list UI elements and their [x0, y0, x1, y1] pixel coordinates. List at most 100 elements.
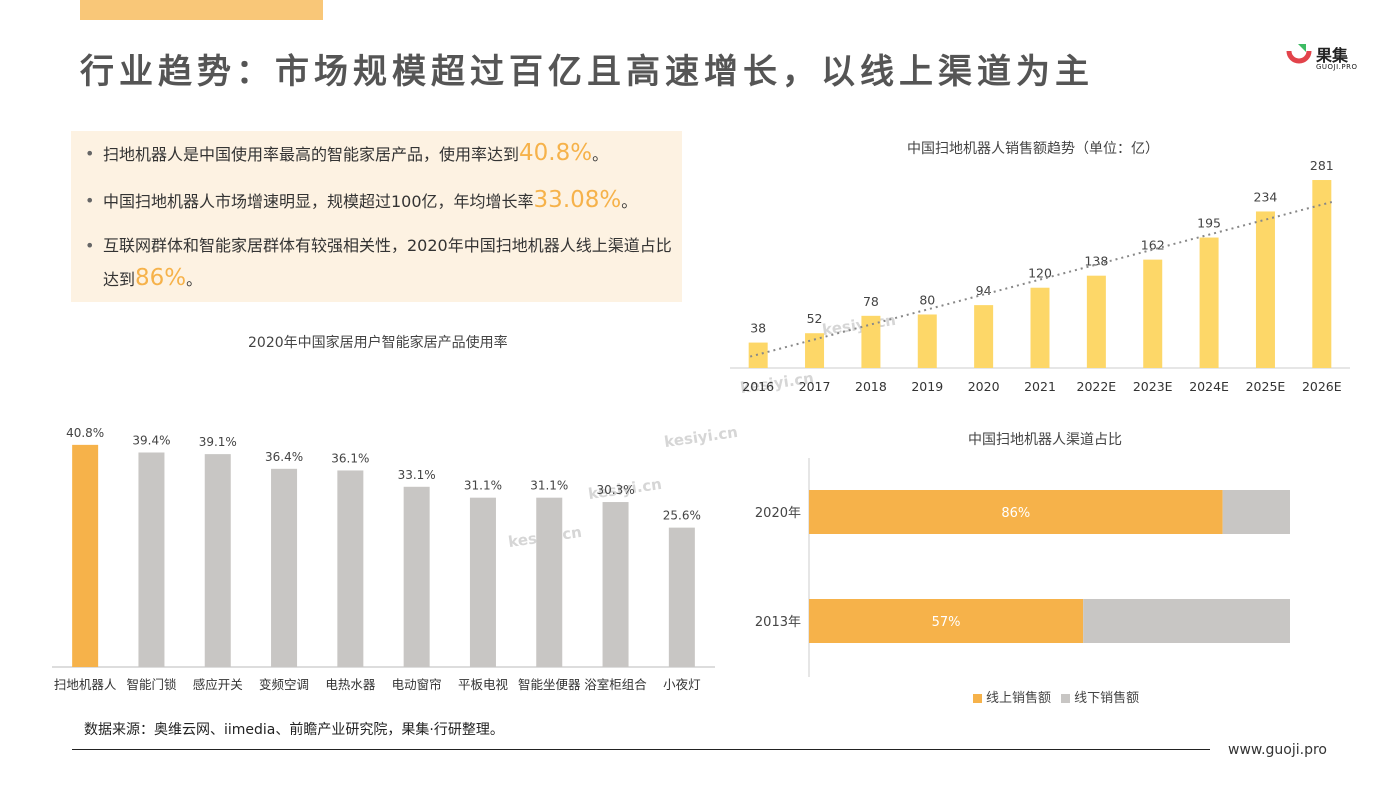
sales-year-label: 2020	[968, 379, 1000, 394]
channel-share-chart: 86% 2020年 57% 2013年	[755, 458, 1290, 677]
usage-bar-label: 40.8%	[66, 426, 104, 440]
guoji-logo-icon	[1286, 44, 1312, 64]
sales-value-label: 234	[1254, 189, 1278, 204]
channel-year-label: 2013年	[755, 615, 801, 630]
sales-value-label: 120	[1028, 266, 1052, 281]
channel-legend: 线上销售额 线下销售额	[973, 687, 1139, 706]
sales-year-label: 2025E	[1246, 379, 1286, 394]
sales-value-label: 281	[1310, 158, 1334, 173]
page-title: 行业趋势：市场规模超过百亿且高速增长，以线上渠道为主	[80, 52, 1094, 92]
offline-share-bar	[1222, 490, 1290, 534]
usage-bar	[403, 486, 430, 667]
sales-bar	[805, 333, 825, 368]
sales-value-label: 78	[863, 294, 879, 309]
usage-rate-chart: 40.8% 扫地机器人 39.4% 智能门锁 39.1% 感应开关 36.4% 变频空调 36.…	[52, 426, 715, 692]
usage-bar-label: 25.6%	[663, 509, 701, 523]
sales-year-label: 2022E	[1077, 379, 1117, 394]
online-share-bar	[809, 599, 1084, 643]
bullet-dot: •	[85, 191, 95, 210]
online-share-label: 86%	[1001, 506, 1030, 521]
sales-year-label: 2026E	[1302, 379, 1342, 394]
usage-bar-label: 39.4%	[132, 433, 170, 447]
sales-year-label: 2016	[742, 379, 774, 394]
sales-trend-chart: 38 2016 52 2017 78 2018 80 2019 94 2020 120 2021 138…	[730, 158, 1350, 394]
usage-category-label: 平板电视	[458, 677, 509, 692]
sales-value-label: 195	[1197, 216, 1221, 231]
bullet-dot: •	[85, 144, 95, 163]
sales-value-label: 162	[1141, 238, 1165, 253]
legend-swatch-online	[973, 694, 982, 703]
offline-share-bar	[1083, 599, 1290, 643]
sales-value-label: 38	[750, 321, 766, 336]
usage-bar	[536, 497, 563, 667]
data-source: 数据来源：奥维云网、iimedia、前瞻产业研究院，果集·行研整理。	[84, 722, 504, 738]
legend-label-online: 线上销售额	[986, 691, 1052, 706]
usage-bar-label: 31.1%	[530, 479, 568, 493]
sales-bar	[861, 315, 881, 368]
sales-bar	[1199, 237, 1219, 368]
legend-swatch-offline	[1061, 694, 1071, 703]
usage-bar-label: 36.4%	[265, 450, 303, 464]
sales-value-label: 138	[1084, 254, 1108, 269]
sales-year-label: 2023E	[1133, 379, 1173, 394]
finding-text: 中国扫地机器人市场增速明显，规模超过100亿，年均增长率	[103, 192, 534, 211]
usage-bar-label: 33.1%	[398, 468, 436, 482]
sales-value-label: 52	[807, 311, 823, 326]
channel-chart-title: 中国扫地机器人渠道占比	[968, 432, 1122, 448]
usage-bar-label: 31.1%	[464, 479, 502, 493]
usage-bar	[337, 470, 364, 667]
sales-year-label: 2024E	[1189, 379, 1229, 394]
usage-category-label: 智能坐便器	[518, 677, 581, 692]
usage-category-label: 浴室柜组合	[584, 677, 647, 692]
website-link[interactable]: www.guoji.pro	[1228, 742, 1327, 758]
sales-year-label: 2019	[911, 379, 943, 394]
usage-category-label: 智能门锁	[126, 677, 177, 692]
sales-bar	[1255, 211, 1275, 368]
bullet-dot: •	[85, 236, 95, 255]
online-share-bar	[809, 490, 1223, 534]
finding-text: 扫地机器人是中国使用率最高的智能家居产品，使用率达到	[103, 145, 520, 164]
logo-subtitle: GUOJI.PRO	[1316, 63, 1358, 71]
sales-value-label: 94	[976, 283, 992, 298]
sales-bar	[1312, 180, 1332, 368]
key-findings-box: • 扫地机器人是中国使用率最高的智能家居产品，使用率达到40.8%。 • 中国扫…	[71, 131, 682, 302]
sales-bar	[1086, 275, 1106, 368]
usage-bar-label: 36.1%	[331, 451, 369, 465]
usage-bar	[138, 452, 165, 667]
guoji-logo: 果集 GUOJI.PRO	[1286, 42, 1366, 74]
sales-bar	[1030, 287, 1050, 368]
sales-year-label: 2018	[855, 379, 887, 394]
usage-bar	[271, 468, 298, 667]
usage-bar	[668, 527, 695, 667]
finding-suffix: 。	[186, 270, 203, 289]
sales-value-label: 80	[919, 292, 935, 307]
usage-chart-title: 2020年中国家居用户智能家居产品使用率	[248, 335, 508, 351]
top-accent-bar	[80, 0, 323, 20]
sales-year-label: 2021	[1024, 379, 1056, 394]
usage-bar-label: 39.1%	[199, 435, 237, 449]
logo-name: 果集	[1316, 46, 1349, 65]
finding-highlight: 86%	[135, 265, 187, 291]
usage-category-label: 小夜灯	[663, 677, 701, 692]
sales-year-label: 2017	[799, 379, 831, 394]
finding-suffix: 。	[592, 145, 609, 164]
sales-bar	[917, 314, 937, 368]
finding-suffix: 。	[621, 192, 638, 211]
usage-category-label: 电热水器	[325, 677, 376, 692]
legend-label-offline: 线下销售额	[1074, 691, 1140, 706]
finding-highlight: 33.08%	[533, 187, 622, 213]
channel-year-label: 2020年	[755, 506, 801, 521]
sales-chart-title: 中国扫地机器人销售额趋势（单位：亿）	[907, 141, 1159, 157]
usage-bar	[602, 502, 629, 667]
sales-trend-line	[749, 201, 1333, 358]
usage-category-label: 扫地机器人	[54, 677, 117, 692]
finding-highlight: 40.8%	[519, 140, 593, 166]
usage-bar-label: 30.3%	[596, 483, 634, 497]
online-share-label: 57%	[932, 615, 961, 630]
usage-category-label: 电动窗帘	[392, 677, 442, 692]
finding-text: 互联网群体和智能家居群体有较强相关性，2020年中国扫地机器人线上渠道占比达到	[103, 236, 672, 289]
sales-bar	[974, 305, 994, 368]
usage-bar	[204, 454, 231, 667]
usage-category-label: 变频空调	[259, 677, 309, 692]
usage-bar	[72, 444, 99, 667]
